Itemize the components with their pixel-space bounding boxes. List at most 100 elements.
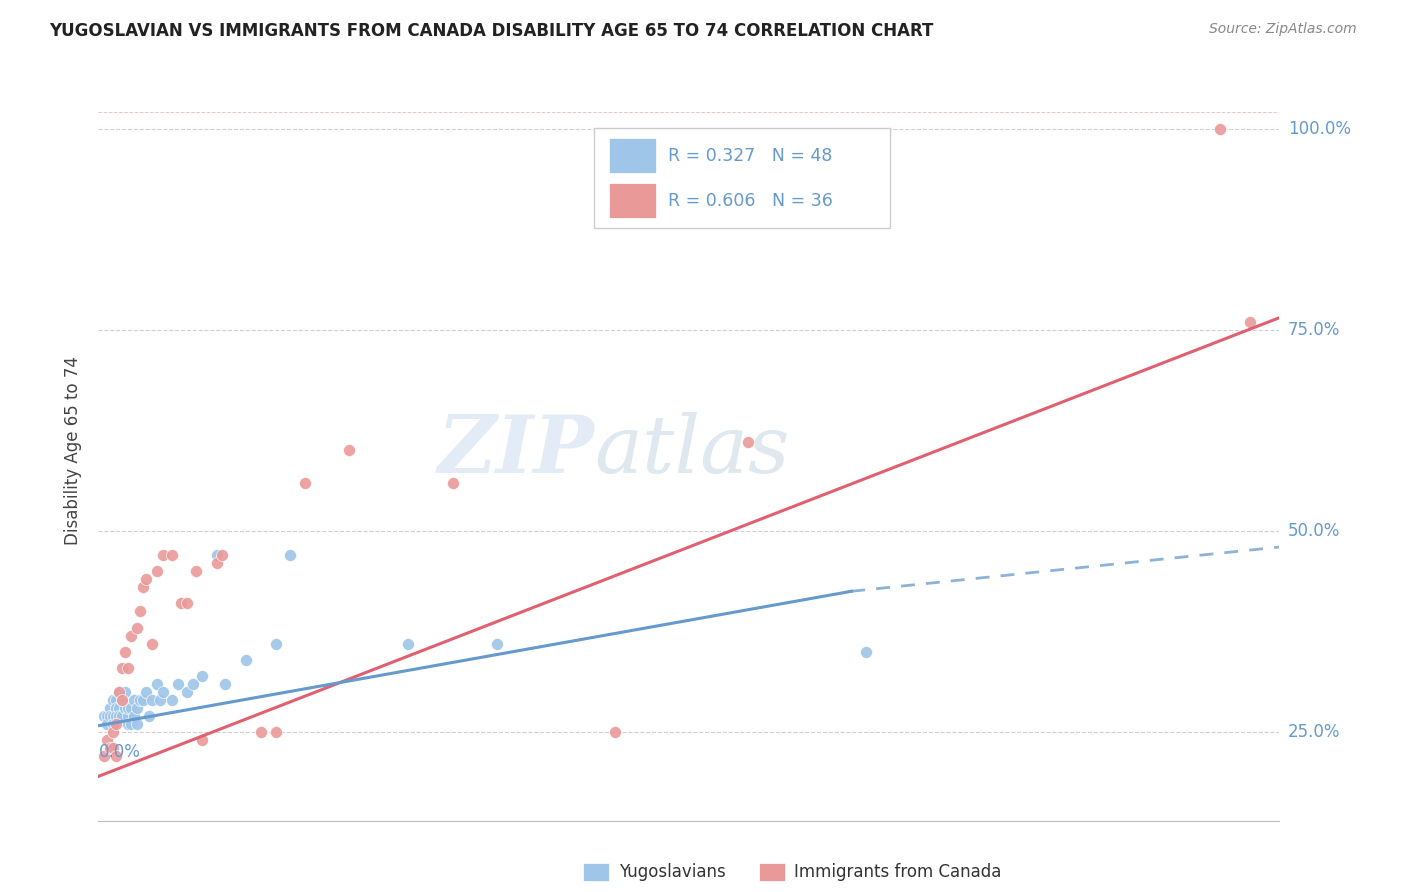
Point <box>122 709 145 723</box>
Point <box>96 709 118 723</box>
Text: 100.0%: 100.0% <box>1288 120 1351 137</box>
Point <box>211 548 233 562</box>
Point <box>176 685 198 699</box>
Point <box>141 693 163 707</box>
Point <box>135 572 157 586</box>
Point <box>167 677 190 691</box>
FancyBboxPatch shape <box>595 128 890 228</box>
Point <box>132 580 155 594</box>
Point <box>117 701 139 715</box>
Point <box>96 717 118 731</box>
Point <box>135 685 157 699</box>
Point <box>108 701 131 715</box>
Point <box>103 741 125 756</box>
Point <box>114 701 136 715</box>
Point <box>103 725 125 739</box>
Point <box>111 693 134 707</box>
Point <box>103 717 125 731</box>
Point <box>132 693 155 707</box>
Text: Yugoslavians: Yugoslavians <box>619 863 725 881</box>
FancyBboxPatch shape <box>609 184 655 219</box>
Point <box>105 701 128 715</box>
Point <box>1209 121 1232 136</box>
Point <box>146 677 169 691</box>
Point <box>93 709 115 723</box>
Point <box>191 669 214 683</box>
Point <box>855 645 877 659</box>
Text: R = 0.327   N = 48: R = 0.327 N = 48 <box>668 147 832 165</box>
Point <box>122 693 145 707</box>
Point <box>108 685 131 699</box>
Point <box>280 548 302 562</box>
Point <box>1239 315 1261 329</box>
Text: 0.0%: 0.0% <box>98 743 141 761</box>
Point <box>120 717 142 731</box>
Point <box>184 564 207 578</box>
Point <box>205 548 228 562</box>
Point <box>103 693 125 707</box>
FancyBboxPatch shape <box>609 138 655 173</box>
Point <box>105 717 128 731</box>
Point <box>125 717 148 731</box>
Point <box>605 725 627 739</box>
Point <box>111 709 134 723</box>
Point <box>120 629 142 643</box>
Point <box>128 604 150 618</box>
Point <box>170 596 193 610</box>
Point <box>214 677 236 691</box>
Point <box>98 709 121 723</box>
Point <box>125 701 148 715</box>
Text: Source: ZipAtlas.com: Source: ZipAtlas.com <box>1209 22 1357 37</box>
Text: 25.0%: 25.0% <box>1288 723 1340 741</box>
Point <box>250 725 273 739</box>
Point <box>398 637 420 651</box>
Point <box>108 685 131 699</box>
Point <box>128 693 150 707</box>
Point <box>105 709 128 723</box>
Point <box>96 733 118 747</box>
Point <box>114 685 136 699</box>
Text: 50.0%: 50.0% <box>1288 522 1340 540</box>
Point <box>294 475 316 490</box>
Point <box>93 749 115 764</box>
Point <box>117 661 139 675</box>
Point <box>486 637 509 651</box>
Point <box>339 443 361 458</box>
Point <box>205 556 228 570</box>
Text: atlas: atlas <box>595 412 790 489</box>
Point <box>138 709 160 723</box>
Point <box>105 749 128 764</box>
Point <box>146 564 169 578</box>
Point <box>117 717 139 731</box>
Point <box>114 645 136 659</box>
Point <box>162 548 183 562</box>
Point <box>264 725 287 739</box>
Point <box>191 733 214 747</box>
Point <box>103 709 125 723</box>
Point <box>181 677 204 691</box>
Point <box>264 637 287 651</box>
Point <box>149 693 172 707</box>
Text: R = 0.606   N = 36: R = 0.606 N = 36 <box>668 193 832 211</box>
Point <box>152 685 174 699</box>
Point <box>125 620 148 634</box>
Point <box>441 475 464 490</box>
Text: ZIP: ZIP <box>437 412 595 489</box>
Point <box>120 701 142 715</box>
Point <box>111 693 134 707</box>
Point <box>108 709 131 723</box>
Point <box>176 596 198 610</box>
Point <box>737 435 759 450</box>
Point <box>141 637 163 651</box>
Point <box>98 701 121 715</box>
Point <box>162 693 183 707</box>
Point <box>235 653 257 667</box>
Y-axis label: Disability Age 65 to 74: Disability Age 65 to 74 <box>65 356 83 545</box>
Point <box>111 661 134 675</box>
Text: Immigrants from Canada: Immigrants from Canada <box>794 863 1001 881</box>
Text: 75.0%: 75.0% <box>1288 321 1340 339</box>
Point <box>152 548 174 562</box>
Text: YUGOSLAVIAN VS IMMIGRANTS FROM CANADA DISABILITY AGE 65 TO 74 CORRELATION CHART: YUGOSLAVIAN VS IMMIGRANTS FROM CANADA DI… <box>49 22 934 40</box>
Point <box>117 709 139 723</box>
Point <box>105 693 128 707</box>
